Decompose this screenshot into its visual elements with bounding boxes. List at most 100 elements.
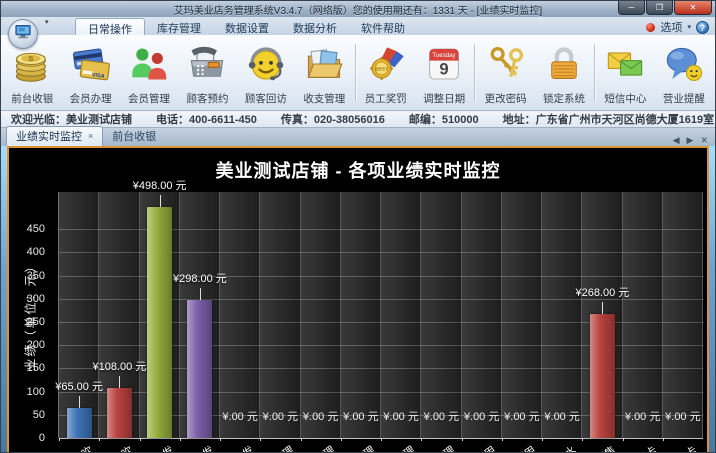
tab-close-icon[interactable]: ×: [88, 131, 94, 141]
document-tab[interactable]: 业绩实时监控 ×: [6, 126, 104, 146]
minimize-button[interactable]: ─: [618, 1, 645, 15]
member-management-button[interactable]: 会员管理: [120, 36, 178, 109]
y-axis-tick-label: 150: [26, 362, 45, 375]
toolbar-button-label: 营业提醒: [662, 93, 705, 105]
bar-column: [542, 192, 583, 438]
x-axis-label: 手部护理: [252, 442, 297, 452]
close-button[interactable]: ✕: [674, 1, 712, 15]
bar[interactable]: [187, 299, 213, 438]
maximize-button[interactable]: ❐: [646, 1, 673, 15]
toolbar-button-label: 短信中心: [604, 93, 647, 105]
sms-center-button[interactable]: 短信中心: [596, 36, 654, 109]
x-axis-label: 脸部护理: [293, 442, 338, 452]
axis-tick: [220, 438, 221, 441]
bar-column: [260, 192, 301, 438]
document-tab[interactable]: 前台收银: [103, 127, 165, 146]
y-axis-tick-label: 450: [26, 223, 45, 236]
axis-tick: [179, 438, 181, 441]
y-axis-tick-label: 250: [26, 315, 45, 328]
x-axis-label: 产品销售: [574, 442, 619, 452]
gridline: [59, 275, 703, 277]
tab-scroll-right-icon[interactable]: ▶: [686, 135, 694, 145]
options-button[interactable]: 选项: [660, 22, 683, 34]
toolbar-button-label: 顾客预约: [186, 93, 229, 105]
gridline: [59, 252, 703, 254]
adjust-date-button[interactable]: Tuesday 9 调整日期: [415, 36, 473, 109]
axis-tick: [501, 438, 503, 441]
cards-icon: VISA: [71, 36, 111, 91]
x-axis-label: 护发: [230, 442, 257, 452]
toolbar-button-label: 员工奖罚: [364, 93, 407, 105]
help-icon[interactable]: ?: [696, 20, 709, 34]
tab-strip-close-icon[interactable]: ✕: [700, 135, 708, 145]
y-axis-tick-label: 0: [38, 432, 45, 444]
y-axis-tick-label: 100: [26, 385, 45, 398]
staff-reward-penalty-button[interactable]: BEST 员工奖罚: [357, 36, 415, 109]
people-icon: [129, 36, 169, 91]
quick-access-dropdown-icon[interactable]: ▾: [45, 19, 49, 26]
income-expense-button[interactable]: 收支管理: [295, 36, 353, 109]
x-axis-label: 动感发水: [534, 442, 579, 452]
info-item: 电话：400-6611-450: [156, 114, 257, 126]
svg-text:9: 9: [440, 59, 449, 78]
value-label-stem: [79, 395, 81, 408]
axis-tick: [662, 438, 664, 441]
svg-text:BEST: BEST: [375, 66, 388, 71]
bar[interactable]: [589, 313, 615, 438]
chat-smiley-icon: [664, 36, 704, 91]
ribbon-tab[interactable]: 软件帮助: [361, 23, 405, 35]
x-axis-label: 日常护理: [413, 442, 458, 452]
y-axis-tick-label: 300: [26, 292, 45, 305]
value-label-stem: [602, 301, 604, 314]
app-menu-orb[interactable]: [8, 19, 38, 49]
y-axis-tick-label: 400: [26, 246, 45, 259]
bar[interactable]: [66, 407, 92, 438]
bar-column: [421, 192, 462, 438]
zero-value-label: ¥.00 元: [383, 411, 419, 423]
customer-followup-button[interactable]: 顾客回访: [237, 36, 295, 109]
change-password-button[interactable]: 更改密码: [476, 36, 534, 109]
zero-value-label: ¥.00 元: [463, 411, 500, 423]
customer-appointment-button[interactable]: 顾客预约: [178, 36, 236, 109]
axis-tick: [59, 438, 60, 441]
zero-value-label: ¥.00 元: [544, 411, 580, 423]
bar[interactable]: [106, 387, 132, 438]
ribbon-tab[interactable]: 数据设置: [225, 23, 269, 35]
bar-value-label: ¥498.00 元: [132, 179, 187, 192]
document-tab-strip: 业绩实时监控 × 前台收银 ◀ ▶ ✕: [1, 126, 715, 146]
ribbon-tab[interactable]: 日常操作: [75, 18, 145, 36]
bar-column: [220, 192, 261, 438]
tab-scroll-left-icon[interactable]: ◀: [672, 135, 680, 145]
bar[interactable]: [147, 206, 173, 438]
store-info-bar: 欢迎光临：美业测试店铺 电话：400-6611-450 传真：020-3805601…: [1, 111, 715, 128]
member-registration-button[interactable]: VISA 会员办理: [61, 36, 119, 109]
ribbon-tab[interactable]: 数据分析: [293, 23, 337, 35]
options-dropdown-icon[interactable]: ▾: [687, 24, 691, 31]
business-reminder-button[interactable]: 营业提醒: [655, 36, 713, 109]
y-axis-tick-label: 50: [32, 408, 45, 421]
y-axis-line: [58, 192, 59, 438]
gridline: [59, 321, 703, 323]
calendar-icon: Tuesday 9: [424, 36, 464, 91]
toolbar-button-label: 会员管理: [128, 93, 171, 105]
front-desk-cashier-button[interactable]: S 前台收银: [3, 36, 61, 109]
info-item: 邮编：510000: [408, 114, 479, 126]
value-label-stem: [159, 194, 161, 207]
info-item: 传真：020-38056016: [280, 114, 385, 126]
window-title: 艾玛美业店务管理系统V3.4.7（网络版）您的使用期还有：1331 天 - [业…: [173, 5, 543, 17]
zero-value-label: ¥.00 元: [262, 411, 299, 423]
toolbar-button-label: 调整日期: [423, 93, 466, 105]
document-tab-label: 业绩实时监控: [16, 131, 82, 143]
toolbar-button-label: 收支管理: [303, 93, 346, 105]
status-dot-icon: [646, 22, 656, 32]
bar-column: [381, 192, 422, 438]
x-axis-label: 染发: [190, 442, 217, 452]
zero-value-label: ¥.00 元: [504, 411, 540, 423]
title-bar[interactable]: 艾玛美业店务管理系统V3.4.7（网络版）您的使用期还有：1331 天 - [业…: [1, 1, 715, 17]
bar-column: [340, 192, 381, 438]
zero-value-label: ¥.00 元: [343, 411, 379, 423]
lock-system-button[interactable]: 锁定系统: [535, 36, 593, 109]
axis-tick: [582, 438, 584, 441]
main-toolbar: S 前台收银 VISA 会员办理 会员管理 顾客预约 顾客回访 收支管理 BEST 员工奖罚 Tue…: [1, 35, 715, 111]
ribbon-tab[interactable]: 库存管理: [157, 23, 201, 35]
